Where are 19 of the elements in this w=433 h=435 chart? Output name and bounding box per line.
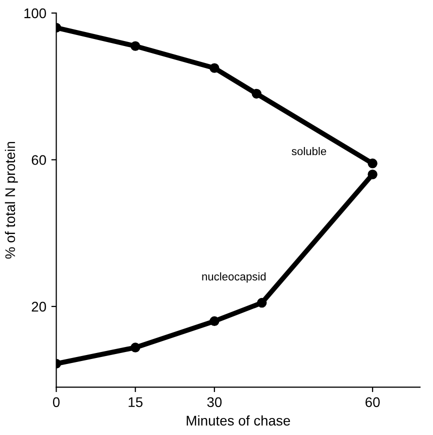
- point: [130, 342, 140, 352]
- y-tick-label: 100: [24, 8, 46, 18]
- series-label: soluble: [292, 147, 326, 156]
- x-tick-label: 30: [207, 397, 222, 408]
- x-tick-label: 0: [52, 397, 60, 408]
- point: [368, 158, 378, 168]
- y-tick-label: 20: [32, 302, 46, 312]
- point: [252, 88, 262, 99]
- y-axis-title: % of total N protein: [4, 142, 18, 259]
- x-tick-label: 60: [366, 397, 380, 408]
- point: [130, 41, 140, 51]
- series-label: nucleocapsid: [202, 272, 266, 283]
- x-axis-title: Minutes of chase: [186, 415, 290, 426]
- point: [210, 316, 220, 326]
- point: [210, 63, 220, 73]
- y-tick-label: 60: [32, 155, 46, 165]
- x-tick-label: 15: [128, 397, 142, 408]
- point: [257, 298, 267, 308]
- point: [368, 170, 378, 180]
